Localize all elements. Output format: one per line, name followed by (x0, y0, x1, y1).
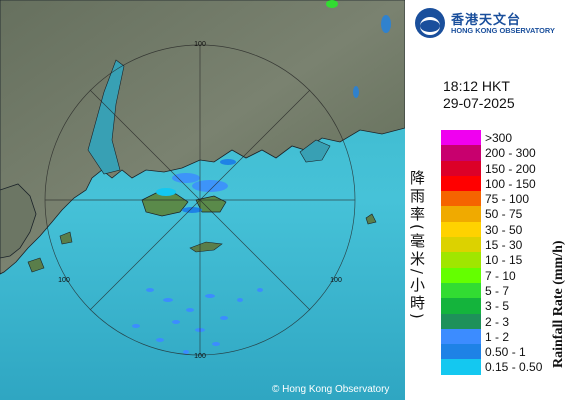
legend-row: 3 - 5 (441, 298, 571, 314)
legend-row: 5 - 7 (441, 282, 571, 299)
western-land (0, 183, 37, 259)
hko-logo-icon (415, 8, 445, 38)
small-islands (27, 213, 377, 273)
legend-label: 7 - 10 (485, 268, 516, 283)
rainfall-legend: >300 200 - 300 150 - 200 100 - 150 75 - 100 5… (441, 130, 571, 375)
legend-swatch (441, 344, 481, 360)
hko-logo: 香港天文台 HONG KONG OBSERVATORY (415, 8, 575, 38)
legend-row: 200 - 300 (441, 145, 571, 161)
legend-row: 1 - 2 (441, 328, 571, 345)
range-label-west: 100 (58, 277, 70, 284)
legend-swatch (441, 206, 481, 222)
range-label-south: 100 (194, 353, 206, 360)
mainland (0, 0, 405, 275)
estuary (87, 59, 125, 175)
legend-label: >300 (485, 131, 513, 145)
legend-label: 100 - 150 (485, 176, 536, 191)
legend-label: 3 - 5 (485, 299, 510, 314)
legend-row: >300 (441, 130, 571, 146)
legend-label: 200 - 300 (485, 146, 536, 161)
copyright: © Hong Kong Observatory (272, 384, 390, 395)
legend-row: 2 - 3 (441, 313, 571, 329)
legend-swatch (441, 160, 481, 176)
range-rings (44, 44, 356, 356)
legend-row: 10 - 15 (441, 252, 571, 268)
legend-label: 30 - 50 (485, 222, 523, 237)
info-panel: 香港天文台 HONG KONG OBSERVATORY 18:12 HKT 29… (405, 0, 577, 400)
radar-map: 100 100 100 100 © Hong Kong Observatory (0, 0, 405, 400)
org-name-zh: 香港天文台 (451, 13, 522, 28)
timestamp: 18:12 HKT 29-07-2025 (443, 78, 515, 112)
range-label-north: 100 (194, 41, 206, 48)
legend-label: 15 - 30 (485, 238, 523, 253)
legend-label: 2 - 3 (485, 314, 510, 329)
legend-swatch (441, 267, 481, 283)
legend-label: 75 - 100 (485, 192, 530, 207)
org-name-en: HONG KONG OBSERVATORY (451, 26, 555, 35)
legend-swatch (441, 237, 481, 253)
legend-row: 15 - 30 (441, 237, 571, 253)
legend-swatch (441, 282, 481, 299)
legend-label: 5 - 7 (485, 283, 510, 298)
radar-date: 29-07-2025 (443, 95, 515, 111)
rain-echoes (132, 0, 391, 354)
legend-row: 30 - 50 (441, 221, 571, 238)
legend-title-zh: 降雨率(毫米/小時) (408, 170, 426, 322)
eastern-bay (299, 139, 331, 163)
legend-row: 0.15 - 0.50 (441, 359, 571, 375)
legend-swatch (441, 298, 481, 314)
legend-row: 50 - 75 (441, 206, 571, 222)
legend-label: 10 - 15 (485, 253, 523, 268)
radar-time: 18:12 HKT (443, 78, 510, 94)
legend-label: 0.15 - 0.50 (485, 360, 543, 375)
legend-row: 100 - 150 (441, 175, 571, 192)
legend-row: 75 - 100 (441, 191, 571, 207)
legend-swatch (441, 252, 481, 268)
legend-swatch (441, 359, 481, 375)
legend-label: 150 - 200 (485, 161, 536, 176)
legend-title-en: Rainfall Rate (mm/h) (551, 240, 566, 368)
radar-map-svg: 100 100 100 100 (0, 0, 405, 400)
legend-swatch (441, 221, 481, 238)
legend-label: 50 - 75 (485, 207, 523, 222)
range-label-east: 100 (330, 277, 342, 284)
legend-swatch (441, 130, 481, 146)
legend-swatch (441, 191, 481, 207)
legend-label: 0.50 - 1 (485, 345, 526, 360)
legend-swatch (441, 145, 481, 161)
legend-row: 150 - 200 (441, 160, 571, 176)
legend-row: 0.50 - 1 (441, 344, 571, 360)
legend-label: 1 - 2 (485, 329, 510, 344)
legend-swatch (441, 313, 481, 329)
legend-swatch (441, 328, 481, 345)
legend-row: 7 - 10 (441, 267, 571, 283)
legend-swatch (441, 175, 481, 192)
